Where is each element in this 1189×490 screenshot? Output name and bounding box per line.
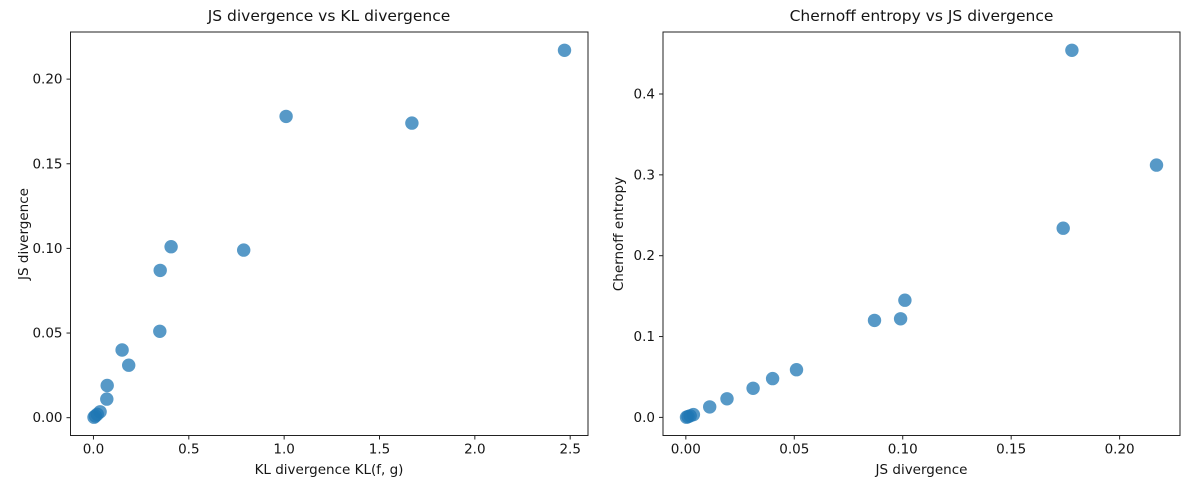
scatter-point — [557, 43, 572, 57]
scatter-point — [1149, 158, 1164, 172]
y-tick-label: 0.10 — [32, 241, 62, 257]
scatter-point — [237, 243, 251, 257]
y-tick-label: 0.0 — [634, 410, 655, 426]
scatter-point — [93, 405, 107, 419]
left-plot-title: JS divergence vs KL divergence — [207, 7, 451, 25]
axes-frame — [70, 31, 589, 436]
scatter-point — [279, 109, 293, 124]
scatter-point — [746, 381, 760, 395]
scatter-point — [164, 240, 178, 254]
y-tick-label: 0.20 — [32, 72, 62, 88]
x-tick-label: 0.05 — [779, 442, 809, 458]
y-tick-label: 0.15 — [32, 156, 62, 172]
right-plot-ylabel: Chernoff entropy — [611, 176, 627, 292]
scatter-point — [898, 293, 912, 307]
x-tick-label: 1.0 — [273, 442, 294, 458]
x-tick-label: 2.0 — [464, 442, 485, 458]
scatter-point — [1065, 43, 1079, 57]
scatter-point — [720, 392, 734, 406]
scatter-point — [789, 363, 804, 377]
scatter-point — [703, 400, 717, 414]
scatter-point — [100, 378, 114, 393]
y-tick-label: 0.1 — [634, 329, 655, 345]
scatter-point — [893, 312, 908, 326]
y-tick-label: 0.05 — [32, 326, 62, 342]
scatter-point — [100, 392, 114, 406]
scatter-point — [686, 407, 701, 422]
x-tick-label: 0.10 — [888, 442, 918, 458]
scatter-point — [1056, 221, 1070, 235]
x-tick-label: 0.5 — [178, 442, 199, 458]
scatter-point — [122, 358, 136, 372]
y-tick-label: 0.2 — [634, 248, 655, 264]
left-plot-ylabel: JS divergence — [16, 188, 32, 280]
scatter-point — [115, 343, 129, 357]
scatter-point — [405, 116, 419, 130]
right-plot-xlabel: JS divergence — [875, 462, 968, 478]
x-tick-label: 0.20 — [1105, 442, 1135, 458]
x-tick-label: 1.5 — [369, 442, 390, 458]
left-plot-xlabel: KL divergence KL(f, g) — [254, 462, 404, 478]
scatter-point — [867, 313, 882, 328]
right-plot-title: Chernoff entropy vs JS divergence — [789, 7, 1054, 25]
x-tick-label: 0.00 — [671, 442, 701, 458]
axes-frame — [662, 31, 1181, 436]
y-tick-label: 0.4 — [634, 87, 655, 103]
y-tick-label: 0.00 — [32, 410, 62, 426]
scatter-point — [153, 324, 167, 338]
x-tick-label: 0.0 — [83, 442, 104, 458]
scatter-point — [153, 263, 167, 278]
y-tick-label: 0.3 — [634, 167, 655, 183]
scatter-point — [765, 371, 780, 386]
x-tick-label: 2.5 — [559, 442, 580, 458]
x-tick-label: 0.15 — [996, 442, 1026, 458]
